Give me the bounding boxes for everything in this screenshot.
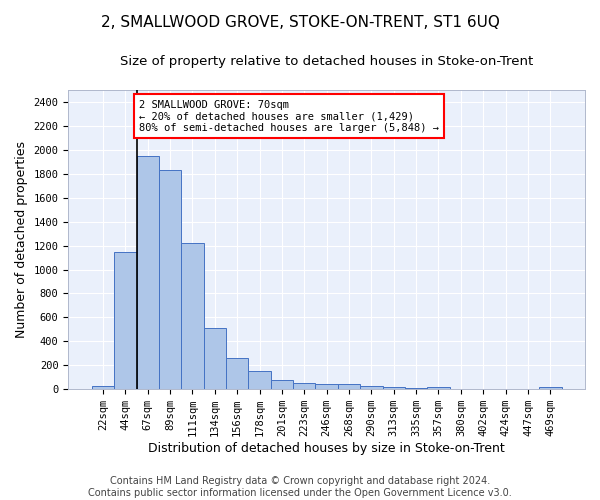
Bar: [405, 388, 427, 389]
X-axis label: Distribution of detached houses by size in Stoke-on-Trent: Distribution of detached houses by size …: [148, 442, 505, 455]
Bar: [92, 386, 114, 389]
Bar: [427, 387, 449, 389]
Bar: [316, 384, 338, 389]
Y-axis label: Number of detached properties: Number of detached properties: [15, 141, 28, 338]
Bar: [137, 156, 159, 389]
Bar: [203, 328, 226, 389]
Bar: [159, 170, 181, 389]
Bar: [338, 384, 360, 389]
Bar: [383, 387, 405, 389]
Bar: [181, 243, 203, 389]
Text: 2, SMALLWOOD GROVE, STOKE-ON-TRENT, ST1 6UQ: 2, SMALLWOOD GROVE, STOKE-ON-TRENT, ST1 …: [101, 15, 499, 30]
Bar: [271, 380, 293, 389]
Text: 2 SMALLWOOD GROVE: 70sqm
← 20% of detached houses are smaller (1,429)
80% of sem: 2 SMALLWOOD GROVE: 70sqm ← 20% of detach…: [139, 100, 439, 133]
Bar: [360, 386, 383, 389]
Text: Contains HM Land Registry data © Crown copyright and database right 2024.
Contai: Contains HM Land Registry data © Crown c…: [88, 476, 512, 498]
Bar: [539, 388, 562, 389]
Title: Size of property relative to detached houses in Stoke-on-Trent: Size of property relative to detached ho…: [120, 55, 533, 68]
Bar: [248, 372, 271, 389]
Bar: [226, 358, 248, 389]
Bar: [114, 252, 137, 389]
Bar: [293, 384, 316, 389]
